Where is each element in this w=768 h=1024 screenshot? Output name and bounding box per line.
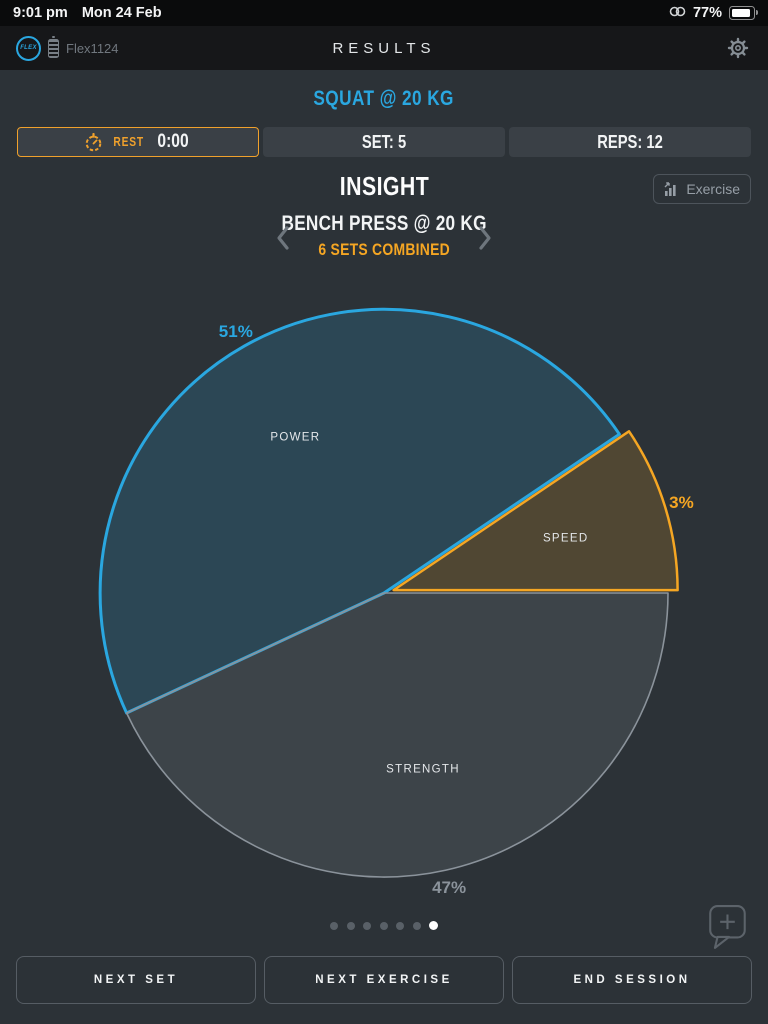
- next-insight-button[interactable]: [476, 224, 494, 252]
- exercise-button-label: Exercise: [686, 181, 740, 197]
- reps-panel[interactable]: REPS: 12: [509, 127, 751, 157]
- battery-percent: 77%: [692, 5, 722, 21]
- set-panel[interactable]: SET: 5: [263, 127, 505, 157]
- page-dots: [0, 921, 768, 930]
- insight-title: INSIGHT: [339, 171, 429, 201]
- page-dot-1[interactable]: [330, 921, 338, 930]
- status-bar: 9:01 pm Mon 24 Feb 77%: [0, 0, 768, 26]
- plus-icon: [720, 914, 735, 930]
- set-value: SET: 5: [361, 131, 407, 152]
- slice-percent-speed: 3%: [669, 493, 694, 512]
- chevron-right-icon: [479, 226, 491, 250]
- slice-percent-power: 51%: [219, 322, 253, 341]
- slice-percent-strength: 47%: [432, 878, 466, 897]
- page-dot-3[interactable]: [363, 921, 371, 930]
- pie-slice-speed[interactable]: [392, 430, 679, 592]
- chevron-left-icon: [277, 226, 289, 250]
- current-exercise-title: SQUAT @ 20 KG: [313, 87, 455, 110]
- feedback-button[interactable]: [708, 904, 748, 955]
- nav-bar: FLEX Flex1124 RESULTS: [0, 26, 768, 70]
- page-title: RESULTS: [332, 39, 436, 57]
- status-battery-icon: [729, 6, 758, 20]
- rest-label: REST: [113, 135, 144, 149]
- gear-icon: [727, 37, 749, 59]
- pie-slice-power[interactable]: [98, 307, 621, 715]
- next-set-button[interactable]: NEXT SET: [16, 956, 256, 1004]
- page-dot-4[interactable]: [379, 921, 388, 930]
- end-session-button[interactable]: END SESSION: [512, 956, 752, 1004]
- comment-plus-icon: [709, 905, 746, 949]
- page-dot-6[interactable]: [412, 921, 421, 930]
- timer-icon: [85, 132, 102, 151]
- page-dot-2[interactable]: [346, 921, 355, 930]
- rest-timer-panel[interactable]: REST 0:00: [17, 127, 259, 157]
- device-name: Flex1124: [66, 40, 119, 56]
- prev-insight-button[interactable]: [274, 224, 292, 252]
- page-dot-7-active[interactable]: [429, 921, 438, 930]
- next-exercise-button[interactable]: NEXT EXERCISE: [264, 956, 504, 1004]
- bar-chart-icon: [664, 181, 676, 196]
- device-battery-icon: [48, 35, 59, 58]
- footer-actions: NEXT SET NEXT EXERCISE END SESSION: [16, 956, 752, 1004]
- exercise-view-button[interactable]: Exercise: [653, 174, 751, 204]
- status-time: 9:01 pm: [13, 5, 68, 21]
- reps-value: REPS: 12: [597, 131, 663, 152]
- insight-exercise-title: BENCH PRESS @ 20 KG: [281, 212, 487, 235]
- stat-row: REST 0:00 SET: 5 REPS: 12: [17, 127, 751, 157]
- insight-sets-note: 6 SETS COMBINED: [318, 240, 450, 259]
- pie-slice-strength[interactable]: [125, 592, 669, 878]
- flex-logo-icon: FLEX: [16, 35, 41, 61]
- device-status[interactable]: FLEX Flex1124: [16, 35, 119, 61]
- hotspot-icon: [669, 5, 686, 22]
- status-date: Mon 24 Feb: [81, 5, 162, 21]
- settings-button[interactable]: [724, 34, 752, 62]
- rest-time: 0:00: [157, 131, 189, 152]
- page-dot-5[interactable]: [396, 921, 404, 930]
